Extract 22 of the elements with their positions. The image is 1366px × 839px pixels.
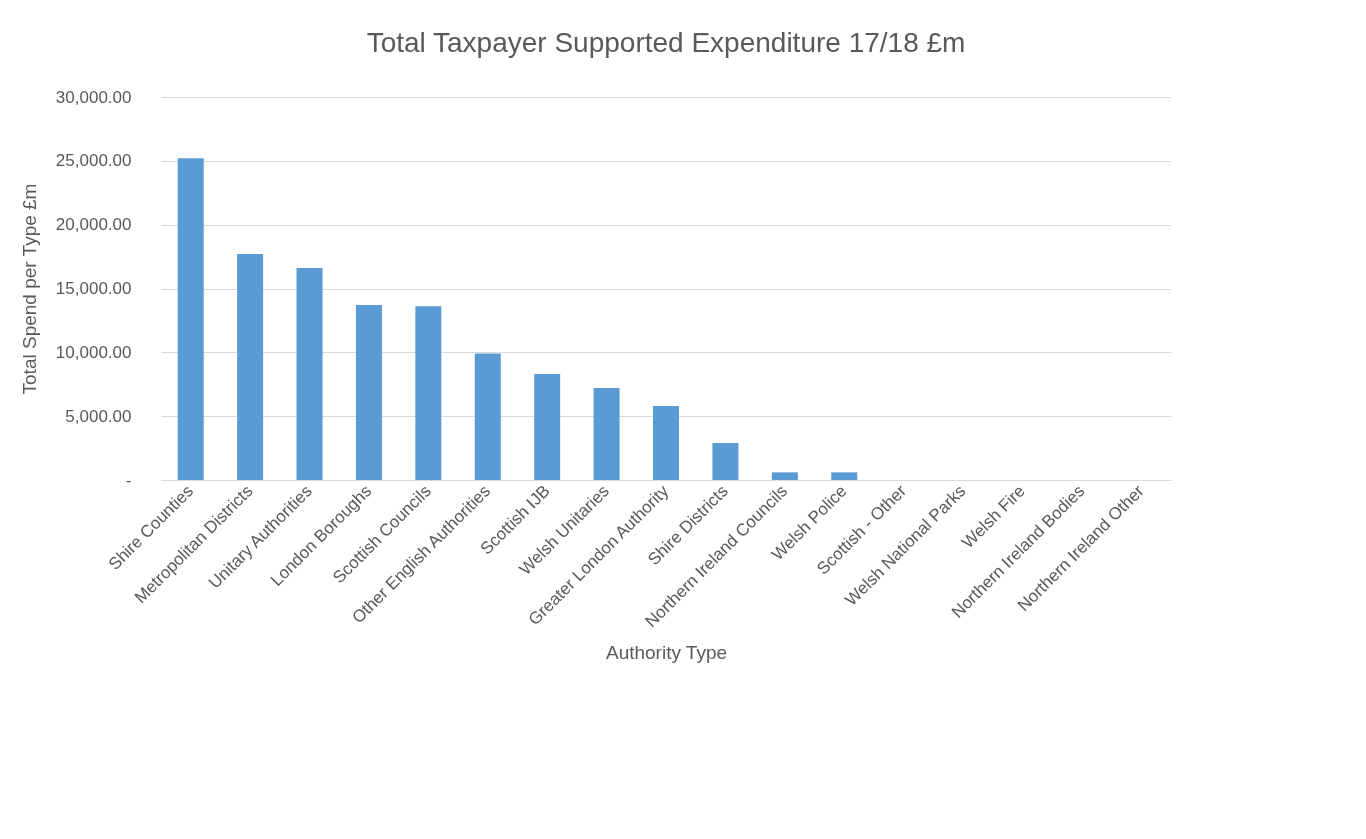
bar: [831, 472, 858, 480]
bar: [771, 472, 798, 480]
y-tick-label: 15,000.00: [55, 279, 132, 298]
y-tick-label: -: [125, 470, 132, 490]
bar: [237, 254, 264, 480]
bar: [296, 268, 323, 480]
bar: [593, 388, 620, 480]
y-tick-label: 10,000.00: [55, 342, 132, 362]
bar: [712, 442, 739, 480]
y-tick-label: 30,000.00: [55, 87, 132, 107]
bar: [177, 158, 204, 480]
y-tick-label: 25,000.00: [55, 151, 132, 171]
y-tick-label: 20,000.00: [55, 215, 132, 235]
bar: [653, 405, 679, 480]
x-axis-title: Authority Type: [605, 642, 728, 664]
bar: [415, 306, 442, 480]
y-axis-title: Total Spend per Type £m: [18, 183, 40, 395]
bar: [474, 353, 501, 480]
y-tick-label: 5,000.00: [65, 406, 132, 426]
bar: [355, 305, 382, 480]
chart-title: Total Taxpayer Supported Expenditure 17/18 £m: [366, 27, 966, 58]
bar: [534, 374, 561, 480]
